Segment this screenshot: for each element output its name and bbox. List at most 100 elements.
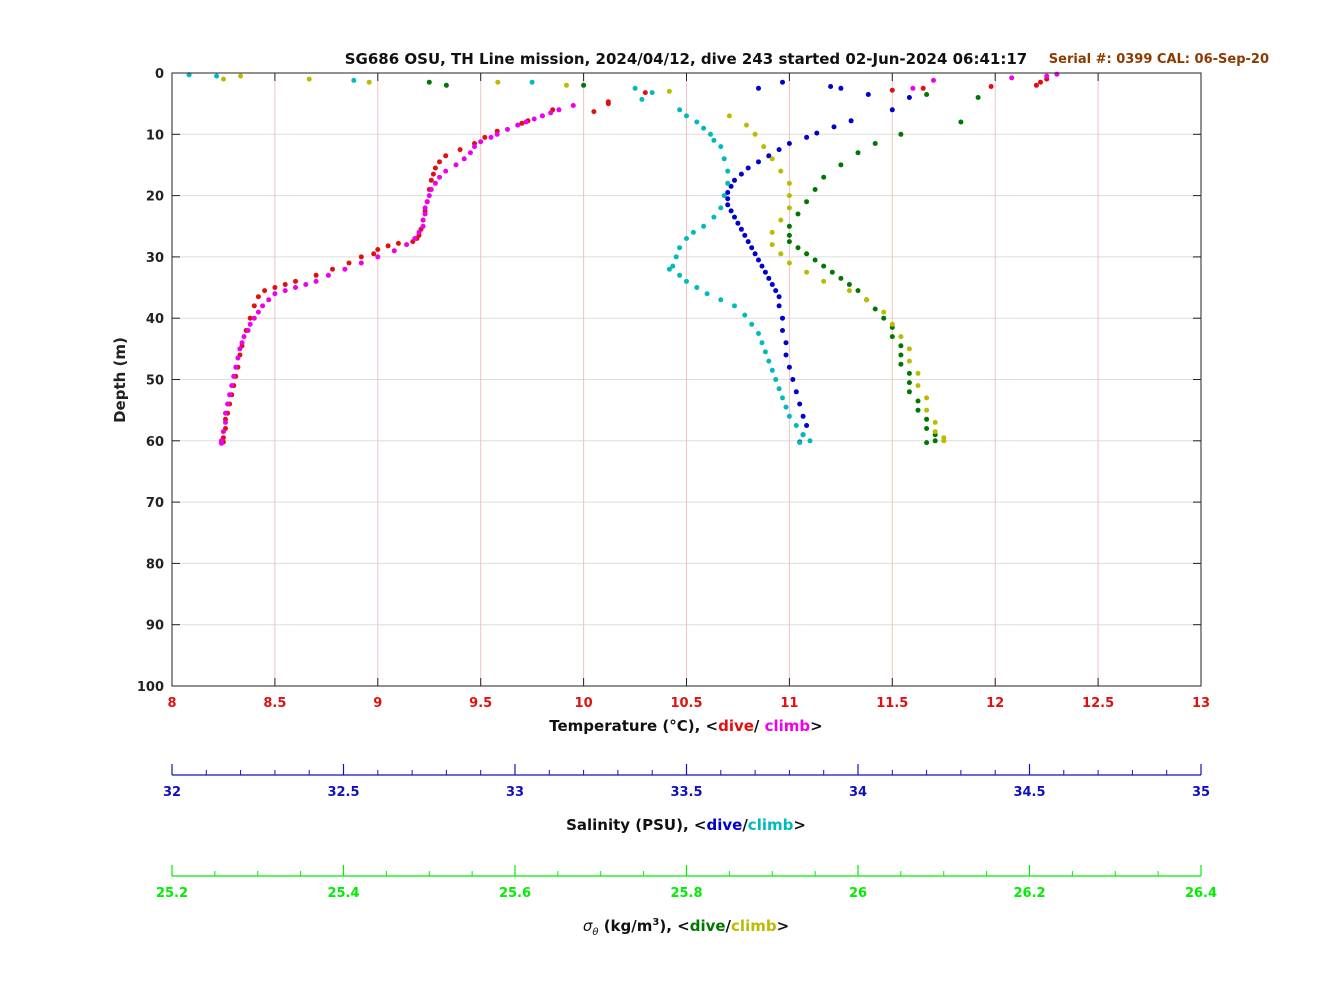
salinity-climb-point bbox=[759, 340, 765, 346]
salinity-tick-label: 34.5 bbox=[1013, 785, 1045, 800]
temperature-climb-point bbox=[420, 217, 426, 223]
salinity-tick-label: 33 bbox=[506, 785, 524, 800]
salinity-climb-point bbox=[677, 245, 683, 251]
temperature-dive-point bbox=[330, 266, 335, 272]
salinity-climb-point bbox=[632, 85, 638, 91]
sigma-dive-point bbox=[812, 257, 818, 263]
temperature-dive-point bbox=[457, 147, 463, 153]
sigma-dive-point bbox=[786, 223, 792, 229]
temperature-dive-point bbox=[605, 101, 611, 107]
salinity-climb-legend: climb bbox=[748, 816, 794, 834]
salinity-climb-point bbox=[766, 358, 772, 364]
temperature-climb-point bbox=[422, 205, 428, 211]
salinity-climb-point bbox=[718, 144, 724, 150]
temperature-climb-point bbox=[461, 156, 467, 162]
sigma-dive-point bbox=[898, 131, 904, 137]
temperature-tick-label: 9.5 bbox=[469, 696, 492, 711]
sigma-dive-point bbox=[975, 95, 981, 100]
salinity-dive-point bbox=[838, 85, 844, 91]
sigma-dive-point bbox=[838, 275, 844, 281]
salinity-dive-point bbox=[776, 294, 782, 300]
sigma-dive-point bbox=[855, 150, 861, 156]
temperature-dive-point bbox=[247, 315, 253, 321]
sigma-climb-point bbox=[769, 156, 775, 162]
temperature-climb-point bbox=[1009, 75, 1015, 81]
salinity-dive-point bbox=[776, 303, 782, 309]
salinity-dive-point bbox=[732, 177, 737, 183]
y-tick-label: 100 bbox=[137, 680, 164, 695]
salinity-dive-point bbox=[742, 232, 748, 238]
sigma-tick-label: 25.2 bbox=[156, 886, 188, 901]
salinity-climb-point bbox=[666, 266, 672, 272]
sigma-dive-point bbox=[804, 251, 810, 257]
sigma-climb-point bbox=[915, 370, 921, 376]
sigma-climb-point bbox=[924, 395, 930, 401]
temperature-climb-point bbox=[325, 272, 331, 278]
sigma-dive-point bbox=[795, 245, 801, 251]
sigma-dive-point bbox=[795, 211, 801, 217]
temperature-climb-point bbox=[437, 174, 442, 180]
salinity-climb-point bbox=[704, 291, 710, 297]
salinity-climb-point bbox=[773, 377, 779, 382]
temperature-climb-point bbox=[424, 199, 430, 205]
sigma-dive-point bbox=[829, 269, 835, 275]
salinity-climb-point bbox=[769, 367, 775, 373]
sigma-climb-point bbox=[564, 82, 569, 88]
sigma-tick-label: 25.6 bbox=[499, 886, 531, 901]
temperature-dive-point bbox=[1038, 79, 1043, 85]
temperature-climb-point bbox=[422, 211, 428, 217]
temperature-climb-point bbox=[223, 410, 228, 416]
sigma-climb-point bbox=[306, 76, 312, 82]
sigma-climb-point bbox=[366, 79, 372, 85]
temperature-climb-point bbox=[556, 107, 562, 113]
salinity-dive-point bbox=[786, 141, 792, 146]
sigma-dive-point bbox=[932, 438, 938, 444]
sigma-climb-point bbox=[778, 217, 784, 223]
sigma-dive-point bbox=[846, 282, 852, 287]
temperature-climb-point bbox=[505, 126, 510, 132]
salinity-dive-point bbox=[725, 196, 731, 202]
temperature-climb-point bbox=[241, 334, 247, 340]
salinity-climb-point bbox=[721, 193, 727, 199]
salinity-dive-point bbox=[831, 124, 837, 130]
temperature-climb-point bbox=[453, 162, 459, 168]
y-tick-label: 30 bbox=[146, 251, 164, 266]
temperature-climb-point bbox=[432, 180, 438, 186]
temperature-climb-point bbox=[251, 315, 257, 321]
temperature-dive-point bbox=[920, 85, 926, 91]
salinity-dive-point bbox=[780, 79, 785, 85]
temperature-climb-point bbox=[358, 260, 364, 266]
salinity-climb-point bbox=[711, 214, 717, 220]
temperature-dive-point bbox=[251, 303, 257, 309]
salinity-axis-label: Salinity (PSU), <dive/climb> bbox=[566, 816, 806, 834]
temperature-dive-point bbox=[282, 282, 288, 287]
sigma-tick-label: 26.2 bbox=[1013, 886, 1045, 901]
sigma-climb-point bbox=[495, 79, 501, 85]
salinity-climb-point bbox=[783, 404, 789, 410]
sigma-dive-point bbox=[443, 82, 449, 88]
temperature-climb-point bbox=[531, 116, 537, 122]
temperature-dive-point bbox=[262, 288, 268, 294]
y-tick-label: 70 bbox=[146, 496, 164, 511]
temperature-climb-point bbox=[266, 297, 272, 303]
temperature-climb-point bbox=[375, 254, 381, 260]
sigma-climb-point bbox=[915, 383, 921, 389]
temperature-dive-point bbox=[432, 165, 438, 171]
sigma-climb-point bbox=[924, 407, 930, 413]
temperature-climb-point bbox=[245, 328, 251, 333]
temperature-climb-point bbox=[548, 110, 554, 116]
salinity-climb-point bbox=[673, 254, 679, 260]
salinity-dive-point bbox=[738, 171, 744, 177]
y-tick-label: 10 bbox=[146, 128, 164, 143]
temperature-dive-point bbox=[642, 90, 648, 96]
salinity-dive-point bbox=[793, 389, 799, 395]
salinity-climb-point bbox=[690, 229, 696, 235]
sigma-climb-point bbox=[666, 88, 672, 94]
temperature-climb-point bbox=[229, 383, 235, 389]
sigma-climb-point bbox=[769, 242, 775, 248]
sigma-dive-point bbox=[889, 334, 895, 340]
salinity-dive-point bbox=[828, 84, 834, 89]
salinity-climb-point bbox=[780, 395, 785, 401]
salinity-tick-label: 33.5 bbox=[670, 785, 702, 800]
temperature-dive-legend: dive bbox=[718, 717, 754, 735]
